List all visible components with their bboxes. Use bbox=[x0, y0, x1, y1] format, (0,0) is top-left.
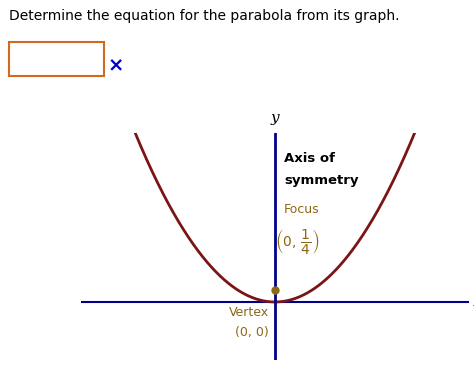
Text: y: y bbox=[271, 111, 279, 125]
Text: $\left(0,\,\dfrac{1}{4}\right)$: $\left(0,\,\dfrac{1}{4}\right)$ bbox=[275, 227, 319, 256]
Text: x: x bbox=[473, 295, 474, 309]
Text: Vertex: Vertex bbox=[229, 306, 269, 319]
Text: Determine the equation for the parabola from its graph.: Determine the equation for the parabola … bbox=[9, 9, 400, 23]
Text: ×: × bbox=[108, 57, 124, 76]
Text: symmetry: symmetry bbox=[284, 174, 358, 187]
Text: (0, 0): (0, 0) bbox=[235, 326, 269, 339]
Text: Focus: Focus bbox=[284, 203, 319, 216]
Text: Axis of: Axis of bbox=[284, 152, 335, 165]
